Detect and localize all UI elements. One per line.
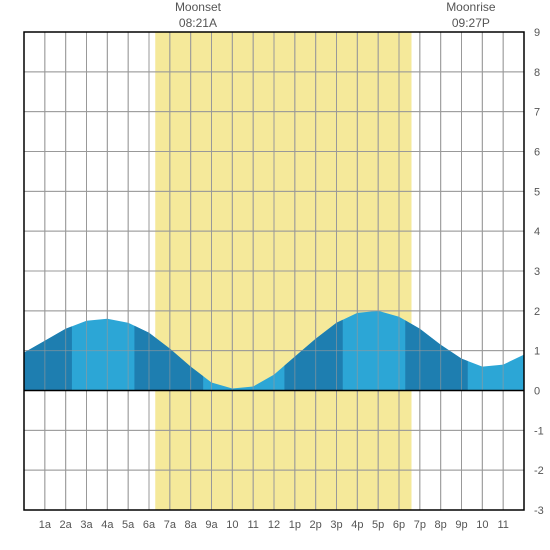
svg-text:1a: 1a [39,519,52,531]
svg-text:9: 9 [534,27,540,39]
svg-text:4p: 4p [351,519,363,531]
svg-text:8a: 8a [185,519,198,531]
svg-text:12: 12 [268,519,280,531]
svg-text:7a: 7a [164,519,177,531]
svg-text:3: 3 [534,266,540,278]
svg-text:6a: 6a [143,519,156,531]
svg-text:-2: -2 [534,465,544,477]
svg-text:11: 11 [497,519,508,531]
svg-text:6p: 6p [393,519,405,531]
svg-text:7: 7 [534,107,540,119]
svg-text:2p: 2p [310,519,322,531]
svg-text:4: 4 [534,226,540,238]
moonset-time: 08:21A [168,16,228,32]
moonset-label: Moonset 08:21A [168,0,228,31]
svg-text:8: 8 [534,67,540,79]
svg-text:-1: -1 [534,425,544,437]
svg-text:9a: 9a [205,519,218,531]
svg-text:3a: 3a [80,519,93,531]
svg-text:10: 10 [226,519,238,531]
moonset-title: Moonset [168,0,228,16]
svg-text:3p: 3p [330,519,342,531]
svg-text:1p: 1p [289,519,301,531]
svg-text:2a: 2a [60,519,73,531]
svg-text:5p: 5p [372,519,384,531]
tide-chart: Moonset 08:21A Moonrise 09:27P 1a2a3a4a5… [0,0,550,550]
moonrise-label: Moonrise 09:27P [441,0,501,31]
svg-text:5: 5 [534,186,540,198]
svg-text:10: 10 [476,519,488,531]
svg-text:-3: -3 [534,505,544,517]
svg-text:1: 1 [534,346,540,358]
moonrise-time: 09:27P [441,16,501,32]
svg-text:4a: 4a [101,519,114,531]
svg-text:5a: 5a [122,519,135,531]
chart-svg: 1a2a3a4a5a6a7a8a9a1011121p2p3p4p5p6p7p8p… [0,0,550,550]
svg-text:7p: 7p [414,519,426,531]
moonrise-title: Moonrise [441,0,501,16]
svg-text:0: 0 [534,386,540,398]
svg-text:2: 2 [534,306,540,318]
svg-text:9p: 9p [455,519,467,531]
svg-text:8p: 8p [435,519,447,531]
svg-text:6: 6 [534,147,540,159]
svg-text:11: 11 [247,519,258,531]
